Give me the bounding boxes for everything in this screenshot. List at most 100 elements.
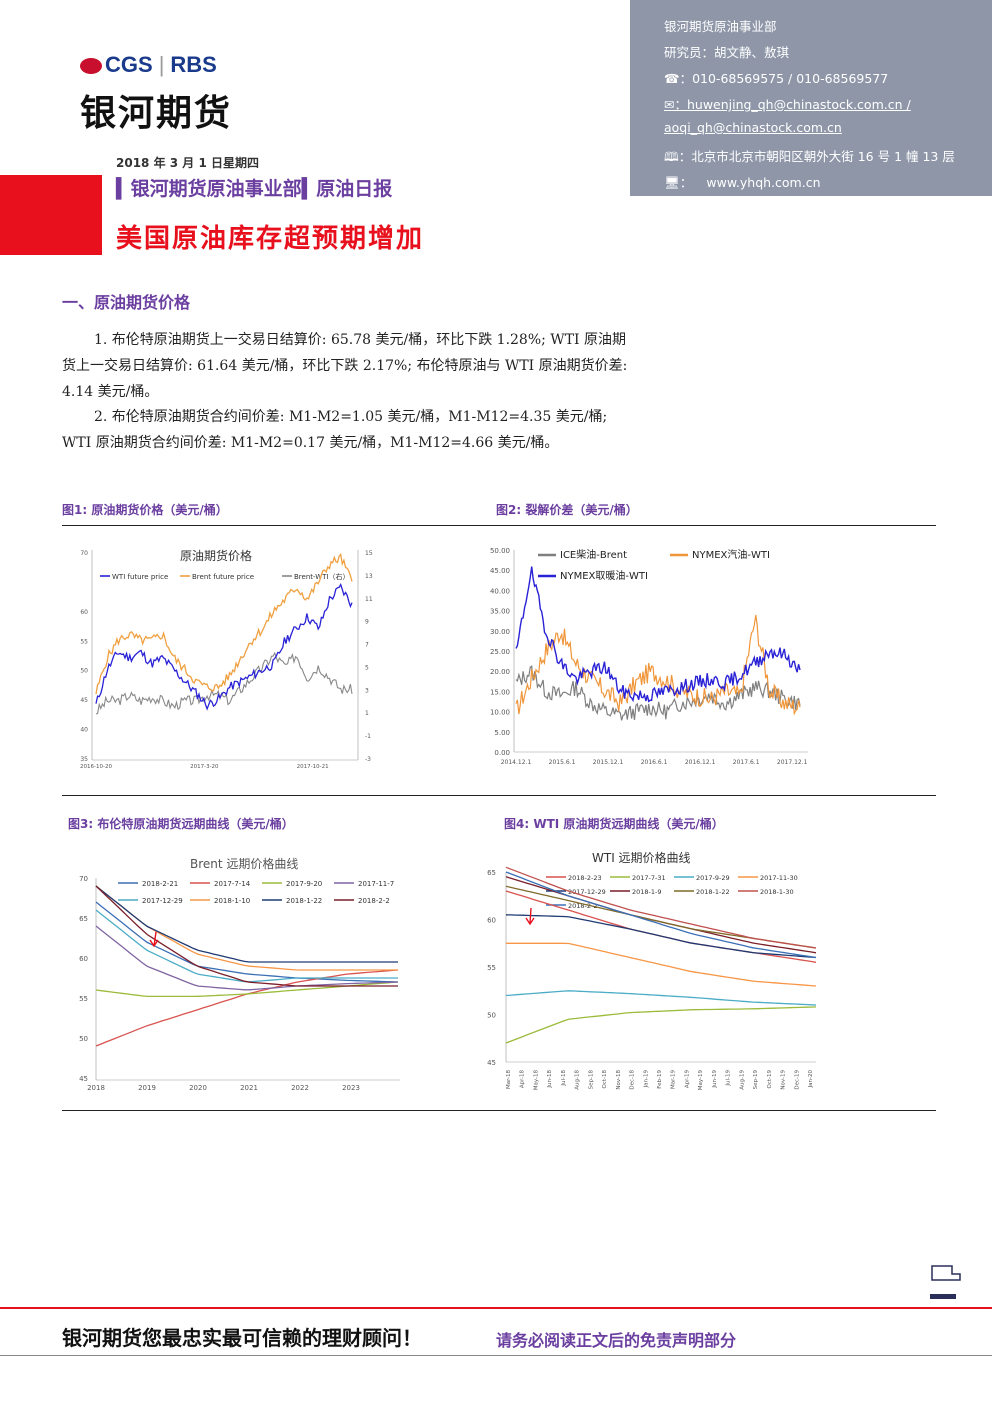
chart-title: 原油期货价格	[180, 548, 252, 563]
monitor-icon: 🖥：	[664, 175, 693, 190]
x-tick-label: 2017-3-20	[190, 764, 219, 770]
x-tick-label: May-18	[533, 1070, 539, 1091]
info-web-link[interactable]: www.yhqh.com.cn	[706, 175, 821, 190]
report-date: 2018 年 3 月 1 日星期四	[116, 156, 259, 170]
info-web-row: 🖥： www.yhqh.com.cn	[664, 172, 821, 191]
x-tick-label: Aug-19	[739, 1070, 745, 1090]
y-tick-label: 40.00	[490, 587, 510, 595]
x-tick-label: Apr-19	[684, 1070, 690, 1089]
series-line	[95, 583, 353, 711]
y-tick-label: 40	[80, 727, 88, 734]
y-tick-label: 65	[487, 869, 496, 877]
legend-label: 2018-2-23	[568, 874, 602, 882]
x-tick-label: Mar-19	[671, 1070, 677, 1090]
series-line	[95, 925, 399, 991]
x-tick-label: Aug-18	[575, 1070, 581, 1090]
x-tick-label: Nov-19	[781, 1070, 787, 1090]
legend-label: 2018-2-2	[358, 897, 390, 905]
section-heading: 一、原油期货价格	[62, 293, 191, 312]
legend-label: Brent-WTI（右）	[294, 572, 350, 581]
red-arrow-icon	[525, 907, 535, 926]
red-arrow-icon	[149, 931, 159, 948]
red-accent-bar	[0, 175, 102, 255]
y-tick-label: 30.00	[490, 628, 510, 636]
x-tick-label: 2019	[138, 1084, 156, 1092]
legend-label: 2017-7-31	[632, 874, 666, 882]
legend-label: NYMEX汽油-WTI	[692, 548, 770, 561]
report-title: 美国原油库存超预期增加	[116, 224, 425, 254]
y-tick-label: 50.00	[490, 547, 510, 555]
y-tick-label: 60	[487, 917, 496, 925]
series-line	[515, 566, 801, 703]
series-line	[95, 901, 399, 983]
series-line	[95, 885, 398, 963]
y-tick-label: 0.00	[494, 749, 510, 757]
legend-label: 2017-12-29	[568, 888, 606, 896]
y-tick-label: 20.00	[490, 668, 510, 676]
info-email-1[interactable]: ✉：huwenjing_qh@chinastock.com.cn /	[664, 97, 911, 112]
y-tick-label: 25.00	[490, 648, 510, 656]
report-department: ▍银河期货原油事业部▍原油日报	[116, 178, 393, 200]
legend-label: 2017-12-29	[142, 897, 183, 905]
x-tick-label: 2017.12.1	[777, 759, 808, 766]
brand-name: 银河期货	[80, 93, 233, 134]
legend-label: 2018-1-10	[214, 897, 250, 905]
y-tick-label: 55	[80, 638, 88, 645]
y-tick-label: 70	[80, 550, 88, 557]
x-tick-label: Sep-18	[588, 1070, 594, 1090]
divider	[62, 795, 936, 796]
y-tick-label: 50	[80, 668, 88, 675]
y-tick-label: 35	[80, 756, 88, 763]
series-line	[505, 866, 817, 949]
y2-tick-label: 3	[365, 687, 369, 694]
y-tick-label: 45	[79, 1075, 88, 1083]
x-tick-label: 2021	[240, 1084, 258, 1092]
legend-label: 2017-9-20	[286, 880, 322, 888]
divider	[62, 1110, 936, 1111]
chart-wti-forward-curve: WTI 远期价格曲线 2018-2-23 2017-7-31 2017-9-29 20…	[487, 850, 817, 1091]
logo-rbs-text: RBS	[170, 52, 217, 77]
footer-gray-line	[0, 1355, 992, 1356]
y-tick-label: 45	[80, 697, 88, 704]
legend-label: 2018-1-9	[632, 888, 662, 896]
series-line	[505, 1006, 817, 1044]
x-tick-label: 2017.6.1	[733, 759, 760, 766]
y-tick-label: 55	[487, 964, 496, 972]
page-marker-icon	[931, 1265, 961, 1281]
y-tick-label: 35.00	[490, 608, 510, 616]
x-tick-label: 2016-10-20	[80, 764, 112, 770]
legend-label: 2018-1-30	[760, 888, 794, 896]
series-line	[505, 890, 817, 963]
series-line	[95, 651, 353, 715]
series-line	[505, 914, 817, 959]
legend-label: 2018-1-22	[696, 888, 730, 896]
x-tick-label: Feb-19	[657, 1070, 663, 1089]
x-tick-label: 2015.6.1	[549, 759, 576, 766]
legend-label: WTI future price	[112, 573, 168, 581]
x-tick-label: Apr-18	[520, 1070, 526, 1089]
footer-red-line	[0, 1307, 992, 1309]
y-tick-label: 10.00	[490, 709, 510, 717]
cgs-swirl-icon	[80, 58, 102, 74]
x-tick-label: 2023	[342, 1084, 360, 1092]
y2-tick-label: 13	[365, 573, 373, 580]
info-address: 🕮：北京市北京市朝阳区朝外大街 16 号 1 幢 13 层	[664, 149, 955, 164]
fig3-caption: 图3: 布伦特原油期货远期曲线（美元/桶）	[68, 817, 294, 831]
info-email-2[interactable]: aoqi_qh@chinastock.com.cn	[664, 120, 842, 135]
x-tick-label: Dec-18	[630, 1070, 636, 1090]
x-tick-label: Jan-19	[643, 1070, 649, 1089]
x-tick-label: Dec-19	[794, 1070, 800, 1090]
legend-label: 2017-11-30	[760, 874, 798, 882]
x-tick-label: Jan-20	[808, 1070, 814, 1089]
footer-disclaimer-note: 请务必阅读正文后的免责声明部分	[496, 1331, 737, 1350]
paragraph-2: 2. 布伦特原油期货合约间价差: M1-M2=1.05 美元/桶，M1-M12=…	[62, 409, 608, 451]
footer-slogan: 银河期货您最忠实最可信赖的理财顾问！	[62, 1326, 422, 1350]
fig1-caption: 图1: 原油期货价格（美元/桶）	[62, 503, 228, 517]
chart-crack-spread: ICE柴油-Brent NYMEX汽油-WTI NYMEX取暖油-WTI 0.00 5…	[490, 547, 808, 766]
chart-title: WTI 远期价格曲线	[592, 850, 691, 865]
x-tick-label: 2015.12.1	[593, 759, 624, 766]
chart-legend: 2018-2-23 2017-7-31 2017-9-29 2017-11-30 201…	[546, 874, 798, 910]
x-tick-label: Jul-19	[726, 1070, 732, 1087]
legend-label: 2018-1-22	[286, 897, 322, 905]
info-phone: ☎：010-68569575 / 010-68569577	[664, 71, 889, 86]
